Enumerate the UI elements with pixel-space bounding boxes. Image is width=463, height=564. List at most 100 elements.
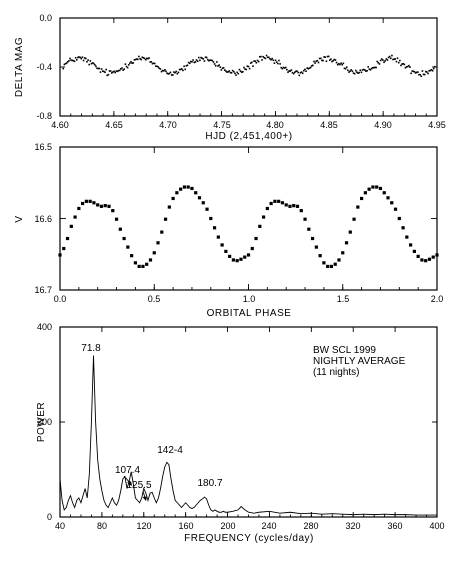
p1-point bbox=[118, 69, 121, 72]
p1-point bbox=[172, 74, 174, 76]
p2-point bbox=[326, 264, 330, 269]
p2-point bbox=[175, 191, 179, 195]
p1-point bbox=[323, 56, 325, 58]
p1-point bbox=[156, 65, 158, 68]
legend-line-2: NIGHTLY AVERAGE bbox=[313, 356, 406, 367]
p1-point bbox=[146, 57, 148, 60]
annotation-125-5: 125.5 bbox=[126, 480, 151, 491]
p1-point bbox=[333, 58, 336, 61]
p1-point bbox=[281, 67, 284, 70]
p1-point bbox=[126, 66, 129, 69]
p3-xtick-2: 120 bbox=[136, 521, 151, 531]
p1-point bbox=[225, 70, 227, 72]
p1-point bbox=[73, 60, 76, 63]
p2-point bbox=[378, 186, 383, 191]
p1-point bbox=[227, 71, 229, 73]
p1-point bbox=[399, 59, 401, 62]
p1-point bbox=[324, 56, 327, 58]
p1-point bbox=[238, 68, 241, 71]
p2-point bbox=[239, 257, 243, 261]
p1-point bbox=[365, 70, 367, 72]
p1-point bbox=[204, 56, 207, 58]
p1-point bbox=[413, 70, 416, 73]
p1-point bbox=[165, 70, 167, 73]
p1-point bbox=[95, 65, 97, 68]
p1-point bbox=[104, 71, 106, 74]
p2-point bbox=[250, 246, 254, 251]
p1-point bbox=[344, 68, 347, 70]
p1-point bbox=[318, 57, 321, 60]
p1-point bbox=[274, 59, 277, 62]
p1-point bbox=[342, 62, 345, 65]
p1-point bbox=[159, 68, 162, 70]
arrowhead-107-4 bbox=[128, 481, 132, 486]
p1-point bbox=[209, 59, 211, 61]
p2-point bbox=[284, 203, 288, 207]
p3-ytick-0: 0 bbox=[47, 512, 52, 522]
p1-point bbox=[142, 57, 145, 59]
p1-point bbox=[263, 56, 266, 59]
p2-point bbox=[69, 224, 73, 228]
p2-point bbox=[179, 187, 183, 191]
p2-point bbox=[114, 217, 119, 221]
p2-xtick-0: 0.0 bbox=[54, 294, 67, 304]
p1-point bbox=[418, 73, 420, 76]
p1-point bbox=[75, 59, 78, 61]
p1-point bbox=[195, 59, 198, 61]
p1-point bbox=[396, 57, 399, 59]
p1-point bbox=[120, 68, 122, 70]
p1-point bbox=[291, 71, 294, 74]
p3-xtick-0: 40 bbox=[55, 521, 65, 531]
p1-point bbox=[201, 57, 203, 60]
p1-xtick-1: 4.65 bbox=[105, 120, 123, 130]
p3-xtick-7: 320 bbox=[345, 521, 360, 531]
p1-point bbox=[327, 55, 330, 58]
p1-point bbox=[136, 58, 139, 61]
p3-xtick-6: 280 bbox=[303, 521, 318, 531]
p1-point bbox=[382, 59, 384, 61]
p1-point bbox=[295, 70, 297, 73]
p1-point bbox=[193, 61, 196, 64]
p1-point bbox=[194, 61, 197, 63]
p2-point bbox=[277, 199, 281, 203]
panel3-ticks bbox=[59, 326, 438, 518]
p1-point bbox=[192, 59, 194, 61]
p1-point bbox=[234, 72, 236, 75]
p1-point bbox=[248, 67, 251, 70]
p1-xtick-0: 4.60 bbox=[51, 120, 69, 130]
p1-point bbox=[89, 60, 92, 62]
p1-point bbox=[87, 59, 89, 61]
p1-ytick-2: -0.8 bbox=[36, 111, 52, 121]
p1-point bbox=[321, 59, 323, 62]
p2-point bbox=[235, 259, 239, 263]
p1-point bbox=[271, 57, 273, 60]
p1-point bbox=[217, 65, 219, 67]
p2-point bbox=[416, 254, 420, 258]
p1-point bbox=[92, 62, 95, 65]
p2-point bbox=[261, 215, 266, 219]
p2-point bbox=[171, 196, 175, 201]
p2-point bbox=[371, 185, 375, 189]
p1-point bbox=[131, 62, 133, 64]
p1-point bbox=[332, 59, 334, 62]
p2-point bbox=[420, 258, 424, 262]
p1-point bbox=[279, 63, 281, 65]
p2-point bbox=[81, 201, 85, 206]
p1-point bbox=[421, 70, 424, 72]
p1-point bbox=[97, 67, 100, 70]
p1-point bbox=[91, 62, 94, 64]
p1-point bbox=[148, 57, 150, 59]
p1-point bbox=[214, 64, 217, 67]
p1-ytick-0: 0.0 bbox=[39, 13, 52, 23]
p2-point bbox=[201, 201, 205, 205]
p1-point bbox=[338, 62, 340, 65]
p1-point bbox=[370, 67, 373, 70]
p1-point bbox=[300, 71, 303, 73]
p3-x-axis-label: FREQUENCY (cycles/day) bbox=[184, 533, 314, 544]
p1-point bbox=[129, 62, 131, 64]
p1-point bbox=[378, 63, 381, 65]
p1-point bbox=[161, 69, 164, 72]
p1-point bbox=[313, 60, 315, 63]
p1-xtick-4: 4.80 bbox=[266, 120, 284, 130]
p2-point bbox=[205, 207, 209, 211]
